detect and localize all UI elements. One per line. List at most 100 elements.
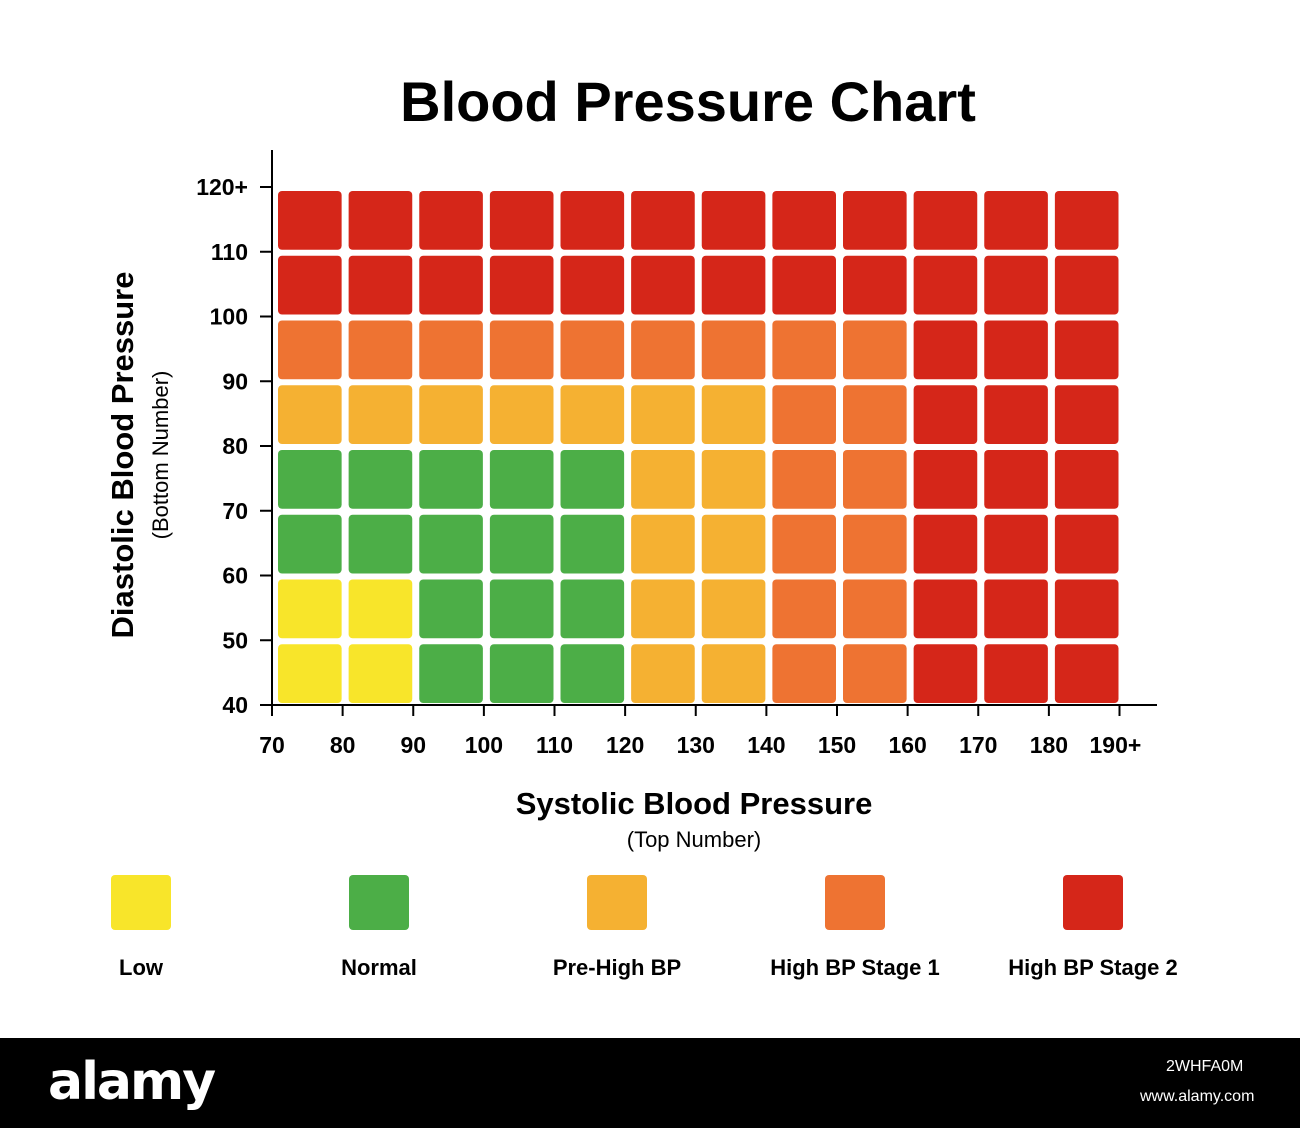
y-tick-label: 100 bbox=[210, 304, 248, 330]
heatmap-cell-stage1 bbox=[489, 320, 554, 380]
heatmap-cell-stage2 bbox=[1054, 320, 1119, 380]
heatmap-cell-stage2 bbox=[913, 191, 978, 250]
heatmap-cell-stage2 bbox=[489, 191, 554, 250]
heatmap-cell-stage2 bbox=[631, 255, 695, 315]
heatmap-cell-stage2 bbox=[913, 450, 978, 509]
heatmap-cell-pre bbox=[631, 514, 695, 574]
heatmap-cell-stage2 bbox=[984, 320, 1048, 380]
heatmap-cell-stage2 bbox=[984, 255, 1048, 315]
heatmap-cell-stage2 bbox=[984, 644, 1048, 703]
heatmap-cell-low bbox=[348, 644, 413, 703]
heatmap-cell-stage2 bbox=[913, 385, 978, 444]
heatmap-cell-pre bbox=[348, 385, 413, 444]
heatmap-cell-pre bbox=[701, 579, 766, 639]
heatmap-cell-stage1 bbox=[843, 385, 907, 444]
heatmap-cell-normal bbox=[560, 579, 625, 639]
heatmap-cell-stage2 bbox=[1054, 450, 1119, 509]
heatmap-cell-stage2 bbox=[560, 255, 625, 315]
heatmap-cell-pre bbox=[631, 579, 695, 639]
x-axis-ticks: 70 80 90 100 110 120 130 140 150 160 170 180 190+ bbox=[259, 705, 1141, 758]
x-tick-label: 90 bbox=[400, 732, 426, 758]
y-tick-label: 50 bbox=[222, 627, 248, 653]
heatmap-cell-stage2 bbox=[419, 255, 483, 315]
heatmap-cell-pre bbox=[631, 385, 695, 444]
legend-swatch-normal bbox=[349, 875, 409, 930]
heatmap-cell-pre bbox=[701, 385, 766, 444]
heatmap-cell-normal bbox=[348, 514, 413, 574]
y-tick-label: 120+ bbox=[196, 174, 248, 200]
heatmap-cell-normal bbox=[560, 644, 625, 703]
heatmap-cell-stage2 bbox=[913, 320, 978, 380]
heatmap-cell-stage2 bbox=[489, 255, 554, 315]
heatmap-cell-low bbox=[348, 579, 413, 639]
y-tick-label: 80 bbox=[222, 433, 248, 459]
footer-url: www.alamy.com bbox=[1140, 1088, 1255, 1105]
y-tick-label: 110 bbox=[211, 239, 248, 265]
heatmap-cell-normal bbox=[278, 514, 342, 574]
heatmap-cell-stage1 bbox=[843, 514, 907, 574]
heatmap-cell-stage2 bbox=[984, 579, 1048, 639]
heatmap-cell-stage2 bbox=[984, 514, 1048, 574]
y-axis-sublabel-group: (Bottom Number) bbox=[148, 371, 173, 540]
heatmap-cell-pre bbox=[701, 514, 766, 574]
footer-bar: alamy 2WHFA0M www.alamy.com bbox=[0, 1038, 1300, 1128]
heatmap-cell-pre bbox=[419, 385, 483, 444]
legend: Low Normal Pre-High BP High BP Stage 1 High … bbox=[111, 875, 1178, 980]
heatmap-cell-stage2 bbox=[984, 450, 1048, 509]
heatmap-cell-normal bbox=[489, 514, 554, 574]
y-tick-label: 40 bbox=[222, 692, 248, 718]
heatmap-cell-normal bbox=[419, 514, 483, 574]
legend-label-normal: Normal bbox=[341, 955, 417, 980]
heatmap-cell-pre bbox=[489, 385, 554, 444]
y-axis-label: Diastolic Blood Pressure bbox=[105, 272, 140, 639]
x-tick-label: 160 bbox=[888, 732, 926, 758]
y-tick-label: 90 bbox=[222, 368, 248, 394]
legend-swatch-stage1 bbox=[825, 875, 885, 930]
heatmap-cell-normal bbox=[419, 644, 483, 703]
heatmap-cell-stage2 bbox=[984, 385, 1048, 444]
legend-swatch-pre bbox=[587, 875, 647, 930]
heatmap-cell-stage2 bbox=[913, 579, 978, 639]
x-tick-label: 70 bbox=[259, 732, 285, 758]
x-tick-label: 190+ bbox=[1090, 732, 1142, 758]
heatmap-cells bbox=[278, 191, 1119, 703]
legend-label-stage2: High BP Stage 2 bbox=[1008, 955, 1178, 980]
heatmap-cell-low bbox=[278, 644, 342, 703]
legend-swatch-low bbox=[111, 875, 171, 930]
heatmap-cell-stage1 bbox=[772, 644, 836, 703]
x-axis-label: Systolic Blood Pressure bbox=[516, 786, 873, 821]
heatmap-cell-stage1 bbox=[278, 320, 342, 380]
x-tick-label: 110 bbox=[536, 732, 573, 758]
heatmap-cell-pre bbox=[701, 450, 766, 509]
heatmap-cell-stage1 bbox=[843, 320, 907, 380]
heatmap-cell-stage2 bbox=[348, 191, 413, 250]
x-tick-label: 100 bbox=[465, 732, 503, 758]
x-tick-label: 130 bbox=[677, 732, 715, 758]
heatmap-cell-pre bbox=[631, 450, 695, 509]
heatmap-cell-stage2 bbox=[843, 255, 907, 315]
heatmap-cell-stage2 bbox=[631, 191, 695, 250]
blood-pressure-chart: Blood Pressure Chart 40 50 60 70 80 90 100 110 1… bbox=[105, 70, 1178, 980]
heatmap-cell-stage2 bbox=[843, 191, 907, 250]
heatmap-cell-stage1 bbox=[560, 320, 625, 380]
heatmap-cell-normal bbox=[560, 514, 625, 574]
heatmap-cell-pre bbox=[631, 644, 695, 703]
heatmap-cell-normal bbox=[348, 450, 413, 509]
y-axis-label-group: Diastolic Blood Pressure bbox=[105, 272, 140, 639]
heatmap-cell-stage1 bbox=[631, 320, 695, 380]
heatmap-cell-stage1 bbox=[419, 320, 483, 380]
heatmap-cell-normal bbox=[419, 450, 483, 509]
footer-image-id: 2WHFA0M bbox=[1166, 1058, 1244, 1075]
heatmap-cell-stage1 bbox=[772, 514, 836, 574]
heatmap-cell-normal bbox=[278, 450, 342, 509]
heatmap-cell-stage2 bbox=[772, 191, 836, 250]
y-tick-label: 70 bbox=[222, 498, 248, 524]
heatmap-cell-normal bbox=[489, 644, 554, 703]
y-axis-ticks: 40 50 60 70 80 90 100 110 120+ bbox=[196, 174, 272, 718]
heatmap-cell-stage2 bbox=[278, 255, 342, 315]
legend-label-low: Low bbox=[119, 955, 164, 980]
heatmap-cell-stage2 bbox=[1054, 644, 1119, 703]
heatmap-cell-stage1 bbox=[843, 579, 907, 639]
heatmap-cell-stage2 bbox=[772, 255, 836, 315]
heatmap-cell-stage2 bbox=[1054, 255, 1119, 315]
